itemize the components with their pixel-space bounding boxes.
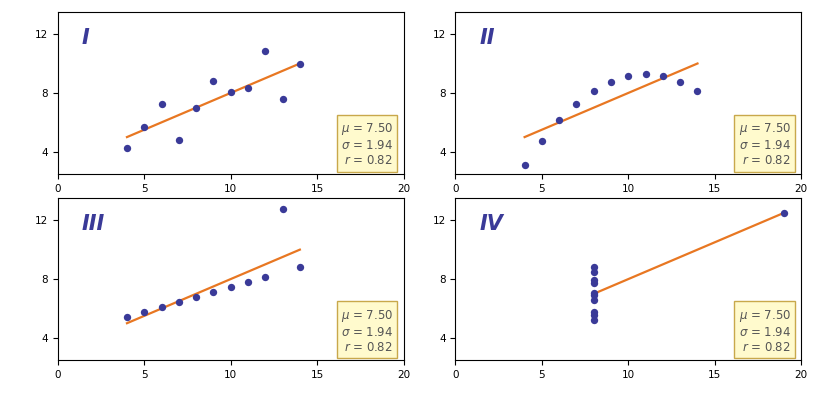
Point	[138, 124, 151, 130]
Point	[276, 96, 289, 102]
Point	[189, 294, 202, 300]
Text: $\mu$ = 7.50
$\sigma$ = 1.94
$r$ = 0.82: $\mu$ = 7.50 $\sigma$ = 1.94 $r$ = 0.82	[341, 121, 393, 167]
Point	[518, 162, 531, 168]
Point	[691, 88, 704, 95]
Point	[155, 101, 169, 107]
Point	[673, 79, 686, 85]
Point	[587, 290, 601, 296]
Point	[241, 85, 254, 91]
Text: II: II	[480, 28, 495, 48]
Point	[293, 264, 306, 270]
Point	[293, 61, 306, 67]
Point	[587, 88, 601, 94]
Point	[587, 264, 601, 270]
Point	[553, 117, 566, 124]
Point	[155, 304, 169, 310]
Point	[587, 312, 601, 318]
Text: IV: IV	[480, 214, 504, 234]
Point	[206, 289, 220, 295]
Point	[657, 73, 670, 80]
Point	[639, 71, 653, 78]
Point	[587, 277, 601, 284]
Point	[587, 292, 601, 299]
Text: III: III	[82, 214, 105, 234]
Point	[138, 309, 151, 316]
Text: $\mu$ = 7.50
$\sigma$ = 1.94
$r$ = 0.82: $\mu$ = 7.50 $\sigma$ = 1.94 $r$ = 0.82	[341, 308, 393, 354]
Point	[587, 297, 601, 303]
Point	[587, 269, 601, 275]
Point	[173, 299, 186, 306]
Point	[587, 316, 601, 323]
Text: I: I	[82, 28, 90, 48]
Point	[276, 206, 289, 212]
Text: $\mu$ = 7.50
$\sigma$ = 1.94
$r$ = 0.82: $\mu$ = 7.50 $\sigma$ = 1.94 $r$ = 0.82	[738, 308, 790, 354]
Point	[622, 73, 635, 79]
Point	[777, 210, 790, 216]
Point	[259, 48, 272, 54]
Point	[535, 138, 548, 144]
Point	[241, 279, 254, 285]
Point	[605, 78, 618, 85]
Point	[206, 78, 220, 84]
Point	[121, 145, 134, 151]
Text: $\mu$ = 7.50
$\sigma$ = 1.94
$r$ = 0.82: $\mu$ = 7.50 $\sigma$ = 1.94 $r$ = 0.82	[738, 121, 790, 167]
Point	[173, 136, 186, 143]
Point	[587, 280, 601, 286]
Point	[587, 309, 601, 315]
Point	[570, 101, 583, 107]
Point	[224, 89, 237, 96]
Point	[224, 284, 237, 290]
Point	[259, 274, 272, 280]
Point	[121, 314, 134, 321]
Point	[189, 105, 202, 112]
